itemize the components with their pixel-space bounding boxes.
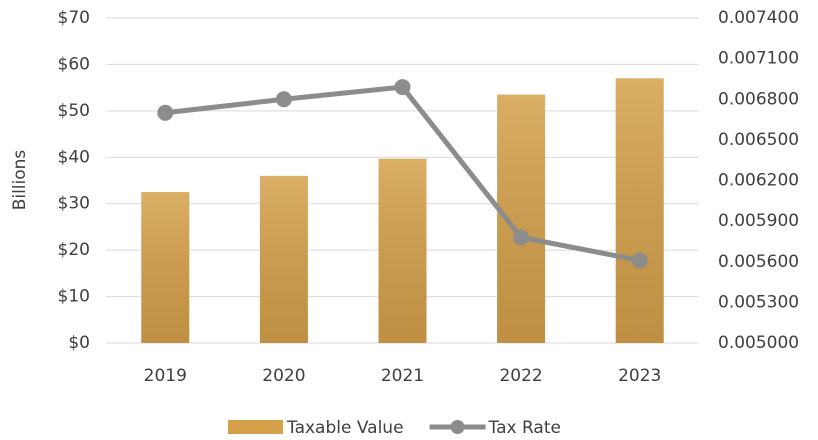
y-axis-label: Billions xyxy=(10,150,30,211)
y2-tick-label: 0.005900 xyxy=(718,211,799,231)
x-tick-label: 2021 xyxy=(381,366,424,386)
bar-shade xyxy=(615,78,664,343)
y2-tick-label: 0.007400 xyxy=(718,8,799,28)
bar-shade xyxy=(141,192,190,343)
x-tick-label: 2023 xyxy=(618,366,661,386)
bar-shade xyxy=(378,158,427,343)
y-tick-label: $70 xyxy=(58,8,90,28)
y2-tick-label: 0.005600 xyxy=(718,252,799,272)
legend-label: Tax Rate xyxy=(488,418,561,438)
x-tick-label: 2022 xyxy=(499,366,542,386)
y-tick-label: $0 xyxy=(68,333,90,353)
y-tick-label: $40 xyxy=(58,147,90,167)
y-tick-label: $20 xyxy=(58,240,90,260)
y-tick-label: $30 xyxy=(58,194,90,214)
legend-swatch xyxy=(228,420,283,434)
legend-swatch-marker xyxy=(450,420,465,434)
line-marker xyxy=(394,79,411,96)
bar-shade xyxy=(259,175,308,343)
y2-tick-label: 0.005300 xyxy=(718,292,799,312)
line-marker xyxy=(275,91,292,108)
y2-tick-label: 0.007100 xyxy=(718,49,799,69)
line-marker xyxy=(513,229,530,246)
y-tick-label: $50 xyxy=(58,101,90,121)
y2-tick-label: 0.005000 xyxy=(718,333,799,353)
x-tick-label: 2020 xyxy=(262,366,305,386)
y2-tick-label: 0.006500 xyxy=(718,130,799,150)
x-tick-label: 2019 xyxy=(144,366,187,386)
legend-label: Taxable Value xyxy=(286,418,404,438)
line-marker xyxy=(157,104,174,121)
line-marker xyxy=(631,252,648,269)
y2-tick-label: 0.006200 xyxy=(718,171,799,191)
y-tick-label: $60 xyxy=(58,54,90,74)
y-tick-label: $10 xyxy=(58,287,90,307)
y2-tick-label: 0.006800 xyxy=(718,89,799,109)
